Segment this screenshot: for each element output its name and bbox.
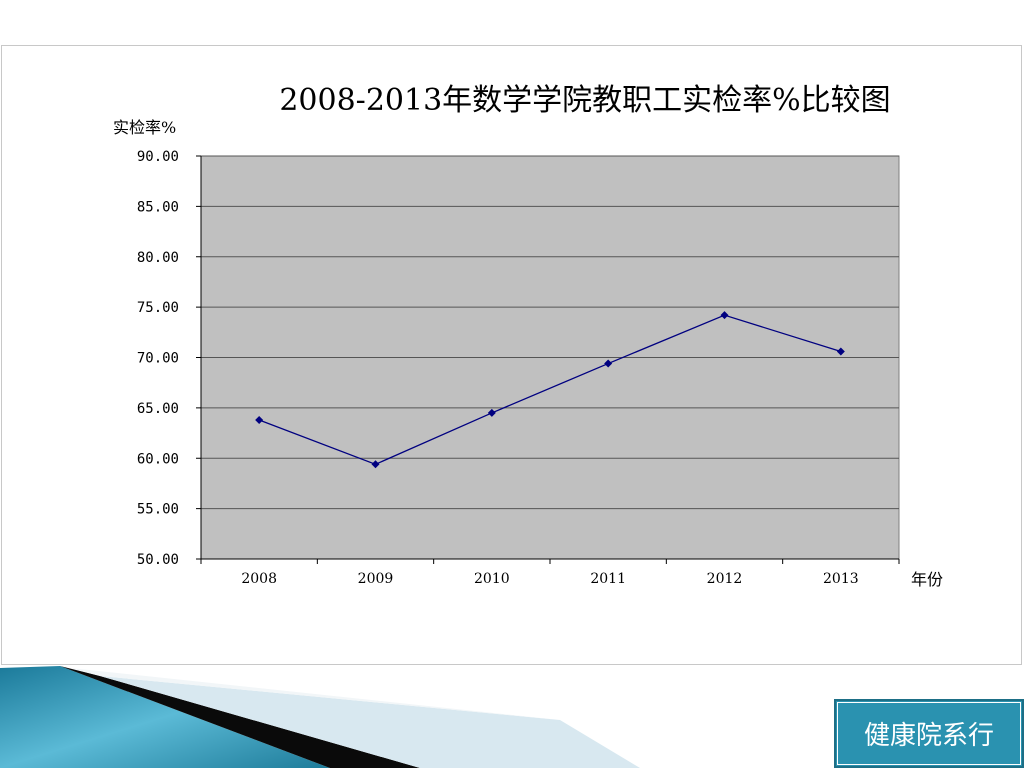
y-tick-label: 80.00 (137, 250, 179, 266)
y-tick-label: 50.00 (137, 552, 179, 568)
line-chart: 50.00 55.00 60.00 65.00 70.00 75.00 80.00 85.00… (137, 149, 900, 587)
decorative-stripes (0, 666, 640, 768)
y-tick-label: 70.00 (137, 351, 179, 367)
data-point (720, 311, 729, 320)
y-tick-label: 85.00 (137, 199, 179, 215)
y-tick-label: 65.00 (137, 401, 179, 417)
x-axis-label: 年份 (911, 570, 944, 589)
y-tick-label: 60.00 (137, 451, 179, 467)
y-tick-label: 55.00 (137, 502, 179, 518)
chart-title: 2008-2013年数学学院教职工实检率%比较图 (279, 83, 891, 118)
data-point (371, 460, 380, 469)
x-tick-label: 2013 (823, 571, 859, 587)
footer-nav-button[interactable]: 健康院系行 (834, 699, 1024, 768)
data-point (836, 347, 845, 356)
x-tick-label: 2008 (241, 571, 277, 587)
y-tick-label: 75.00 (137, 300, 179, 316)
x-tick-label: 2011 (590, 571, 626, 587)
series-line (258, 314, 842, 465)
data-point (487, 408, 496, 417)
data-point (604, 359, 613, 368)
x-tick-label: 2010 (474, 571, 510, 587)
y-tick-label: 90.00 (137, 149, 179, 165)
x-tick-label: 2009 (358, 571, 394, 587)
y-axis-label: 实检率% (113, 118, 177, 137)
data-point (255, 415, 264, 424)
x-tick-label: 2012 (707, 571, 743, 587)
